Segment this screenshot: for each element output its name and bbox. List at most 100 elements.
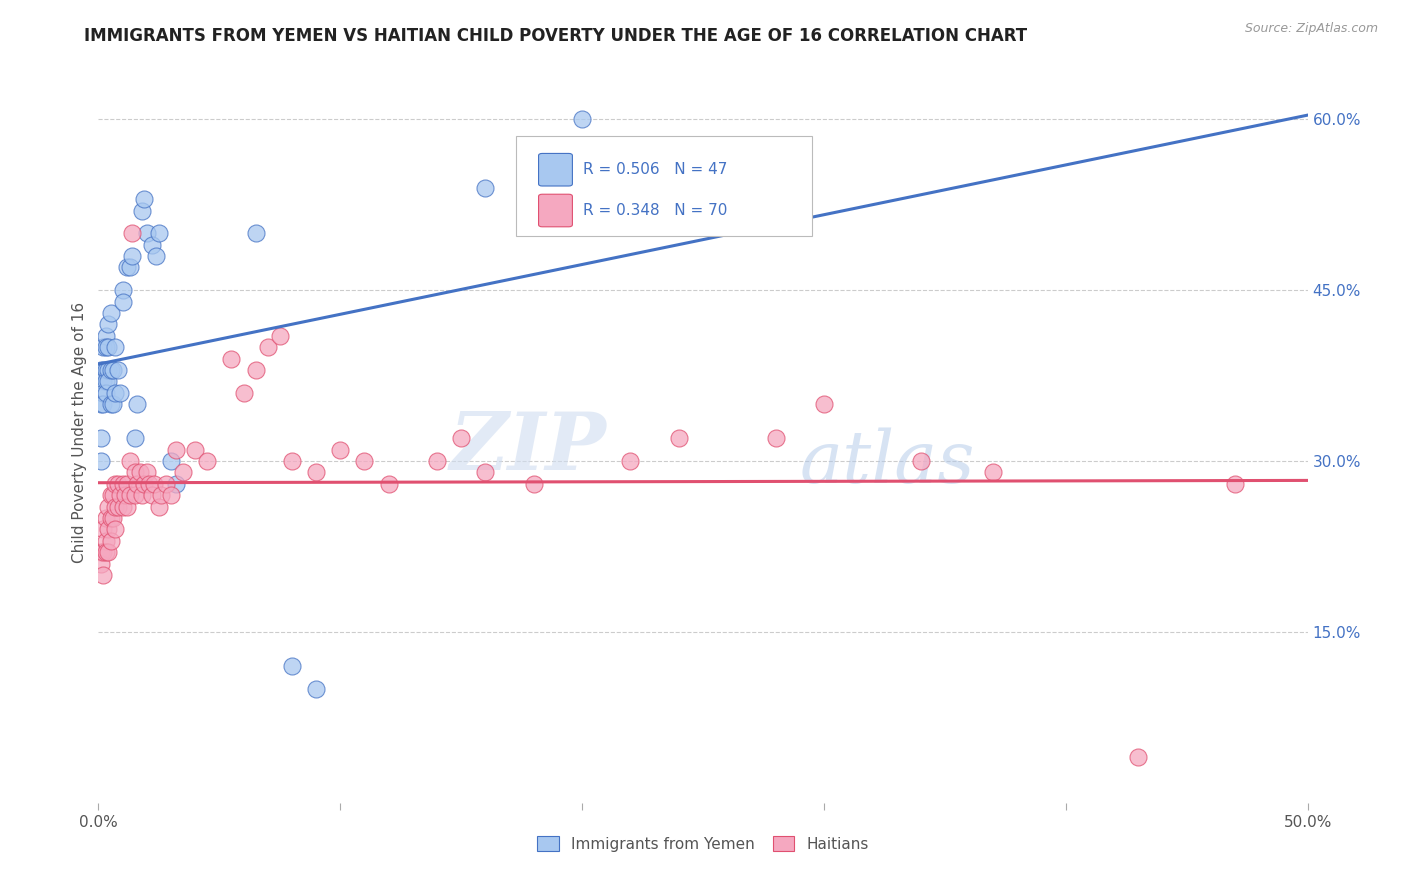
Point	[91, 363, 114, 377]
Point	[94, 511, 117, 525]
Point	[134, 476, 156, 491]
FancyBboxPatch shape	[538, 153, 572, 186]
Point	[138, 476, 160, 491]
Point	[104, 385, 127, 400]
Point	[232, 385, 254, 400]
Point	[111, 476, 134, 491]
Point	[124, 431, 146, 445]
Point	[135, 227, 157, 241]
FancyBboxPatch shape	[538, 194, 572, 227]
Point	[131, 203, 153, 218]
Point	[127, 476, 149, 491]
Point	[91, 523, 114, 537]
Point	[97, 318, 120, 332]
Point	[245, 227, 267, 241]
Point	[117, 476, 139, 491]
Point	[118, 454, 141, 468]
Point	[155, 476, 177, 491]
Point	[305, 681, 328, 696]
Point	[111, 500, 134, 514]
Point	[100, 533, 122, 548]
Point	[426, 454, 449, 468]
Point	[619, 454, 641, 468]
Point	[160, 488, 183, 502]
Point	[104, 340, 127, 354]
Point	[90, 431, 112, 445]
Point	[1128, 750, 1150, 764]
Point	[90, 454, 112, 468]
Point	[118, 488, 141, 502]
Point	[134, 192, 156, 206]
Point	[981, 466, 1004, 480]
Point	[101, 397, 124, 411]
Point	[165, 476, 187, 491]
Point	[91, 545, 114, 559]
Point	[94, 545, 117, 559]
Point	[150, 488, 173, 502]
Point	[111, 294, 134, 309]
Point	[97, 363, 120, 377]
Point	[104, 523, 127, 537]
Point	[813, 397, 835, 411]
Point	[94, 328, 117, 343]
Point	[104, 500, 127, 514]
Point	[474, 466, 496, 480]
Text: R = 0.506   N = 47: R = 0.506 N = 47	[583, 162, 728, 178]
Point	[94, 533, 117, 548]
Text: atlas: atlas	[800, 427, 976, 498]
Point	[121, 227, 143, 241]
Point	[765, 431, 787, 445]
Point	[353, 454, 375, 468]
Point	[91, 397, 114, 411]
Point	[100, 488, 122, 502]
Point	[329, 442, 352, 457]
Point	[124, 488, 146, 502]
Point	[523, 476, 546, 491]
Point	[90, 363, 112, 377]
Point	[111, 283, 134, 297]
Y-axis label: Child Poverty Under the Age of 16: Child Poverty Under the Age of 16	[72, 302, 87, 563]
Point	[94, 385, 117, 400]
Point	[91, 340, 114, 354]
Point	[124, 466, 146, 480]
Point	[141, 488, 163, 502]
Point	[117, 500, 139, 514]
Point	[1223, 476, 1246, 491]
Point	[127, 397, 149, 411]
Point	[90, 397, 112, 411]
Point	[145, 249, 167, 263]
Point	[165, 442, 187, 457]
Point	[114, 488, 136, 502]
Point	[281, 454, 304, 468]
Point	[91, 375, 114, 389]
Point	[221, 351, 243, 366]
Point	[160, 454, 183, 468]
Point	[450, 431, 472, 445]
Point	[108, 488, 131, 502]
Point	[90, 545, 112, 559]
Point	[107, 476, 129, 491]
Point	[108, 385, 131, 400]
Point	[121, 249, 143, 263]
Point	[91, 568, 114, 582]
Point	[100, 511, 122, 525]
Point	[117, 260, 139, 275]
Point	[91, 385, 114, 400]
Point	[184, 442, 207, 457]
Point	[148, 500, 170, 514]
Point	[107, 363, 129, 377]
Point	[269, 328, 291, 343]
Point	[107, 500, 129, 514]
Point	[94, 340, 117, 354]
Point	[128, 466, 150, 480]
Point	[118, 260, 141, 275]
Point	[97, 375, 120, 389]
Point	[101, 488, 124, 502]
Text: ZIP: ZIP	[450, 409, 606, 486]
Point	[104, 476, 127, 491]
Point	[100, 397, 122, 411]
Text: IMMIGRANTS FROM YEMEN VS HAITIAN CHILD POVERTY UNDER THE AGE OF 16 CORRELATION C: IMMIGRANTS FROM YEMEN VS HAITIAN CHILD P…	[84, 27, 1028, 45]
Point	[94, 363, 117, 377]
Point	[571, 112, 593, 127]
Point	[97, 340, 120, 354]
